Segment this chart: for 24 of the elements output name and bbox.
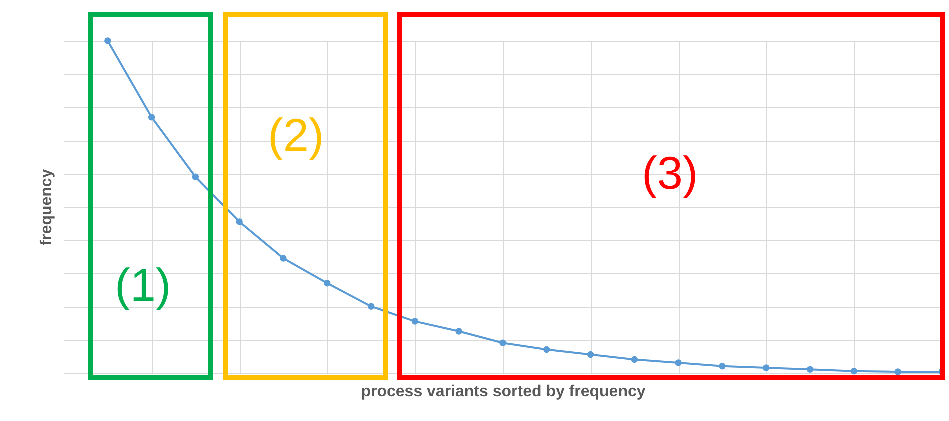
point: [631, 356, 638, 364]
point: [806, 366, 814, 374]
y-axis-title: frequency: [38, 169, 56, 246]
point: [324, 280, 331, 287]
annotation: (2): [268, 109, 324, 161]
point: [412, 318, 419, 325]
point: [104, 38, 112, 44]
point: [763, 364, 770, 372]
annotation: (3): [642, 147, 698, 199]
point: [675, 360, 682, 366]
point: [894, 368, 902, 376]
point: [192, 174, 200, 180]
point: [280, 255, 287, 262]
point: [587, 351, 594, 358]
point: [544, 346, 550, 354]
point: [148, 114, 156, 121]
x-axis-title: process variants sorted by frequency: [361, 384, 646, 400]
point: [368, 303, 375, 310]
annotation: (1): [115, 259, 172, 311]
point: [850, 368, 858, 375]
point: [719, 363, 726, 370]
point: [236, 218, 243, 226]
point: [500, 340, 506, 346]
point: [456, 328, 462, 335]
